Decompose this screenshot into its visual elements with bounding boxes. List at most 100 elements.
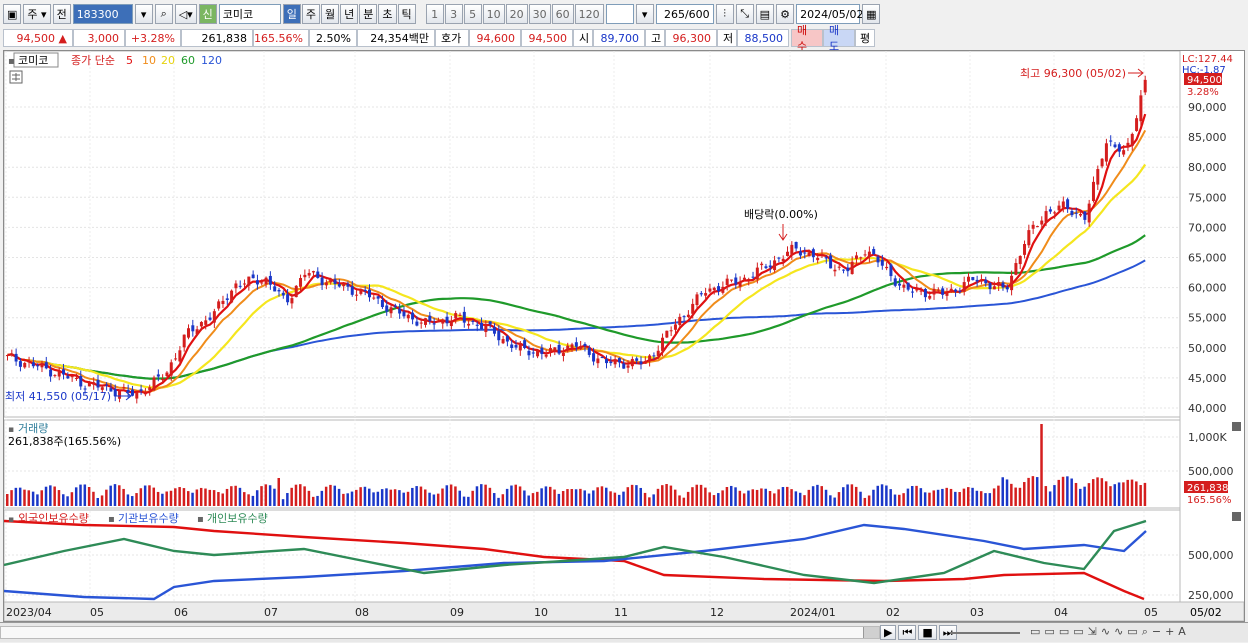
volume-bar [786, 486, 789, 506]
volume-bar [570, 489, 574, 506]
stock-name-field[interactable]: 코미코 [218, 4, 281, 24]
interval-button-1[interactable]: 1 [425, 4, 444, 24]
period-button-1[interactable]: 주 [301, 4, 321, 24]
volume-bar [475, 486, 479, 506]
volume-bar [928, 492, 931, 506]
candle-body [798, 251, 802, 256]
tool-4-icon[interactable]: ▭ [1073, 625, 1084, 638]
period-button-6[interactable]: 틱 [397, 4, 416, 24]
chart-area[interactable]: 90,000 85,000 80,000 75,000 70,000 65,000 60,0… [3, 50, 1245, 622]
volume-panel-close-icon[interactable] [1232, 422, 1241, 431]
candle-body [1135, 118, 1139, 131]
sell-button[interactable]: 매도 [823, 24, 855, 53]
candle-body [630, 358, 634, 367]
volume-bar [372, 492, 375, 506]
candle-body [62, 369, 66, 375]
zoom-in-icon[interactable]: + [1165, 625, 1175, 638]
volume-bar [1014, 487, 1017, 506]
volume-bar [441, 488, 444, 506]
volume-bar [70, 492, 74, 506]
stock-code-input[interactable]: 183300 [72, 4, 133, 24]
calendar-icon[interactable]: ▦ [862, 4, 881, 24]
volume-bar [14, 487, 18, 506]
period-button-2[interactable]: 월 [321, 4, 340, 24]
volume-bar [510, 485, 513, 506]
scroll-first-icon[interactable]: ⏮ [898, 625, 917, 640]
scrollbar-thumb[interactable] [863, 627, 879, 638]
interval-input[interactable] [605, 4, 634, 24]
volume-bar [380, 489, 384, 506]
volume-bar [1066, 476, 1069, 506]
period-button-3[interactable]: 년 [340, 4, 359, 24]
ask-label: 호가 [435, 29, 469, 47]
candle-body [143, 393, 147, 395]
layout-icon[interactable]: ▣ [3, 4, 22, 24]
candle-body [96, 379, 100, 388]
interval-button-60[interactable]: 60 [551, 4, 574, 24]
gear-icon[interactable]: ⚙ [776, 4, 795, 24]
volume-bar [1035, 477, 1039, 506]
count-field[interactable]: 265/600 [655, 4, 714, 24]
current-price-box-text: 94,500 [1187, 75, 1222, 86]
magnifier-icon[interactable]: ⌕ [1141, 625, 1148, 638]
tool-1-icon[interactable]: ▭ [1030, 625, 1041, 638]
candle-body [1083, 211, 1087, 220]
tool-8-icon[interactable]: ▭ [1127, 625, 1138, 638]
interval-button-5[interactable]: 5 [463, 4, 482, 24]
tool-5-icon[interactable]: ⇲ [1087, 625, 1097, 638]
font-size-icon[interactable]: A [1178, 625, 1186, 638]
scrollbar-track[interactable] [0, 626, 880, 639]
speaker-icon[interactable]: ◁▾ [174, 4, 197, 24]
interval-button-30[interactable]: 30 [528, 4, 551, 24]
chart-svg[interactable]: 90,000 85,000 80,000 75,000 70,000 65,000 60,0… [3, 50, 1245, 622]
tool-7-icon[interactable]: ∿ [1114, 625, 1124, 638]
search-icon[interactable]: ⌕ [154, 4, 173, 24]
period-type-select[interactable]: 주 ▾ [23, 4, 51, 24]
tool-2-icon[interactable]: ▭ [1044, 625, 1055, 638]
volume-bar [738, 490, 742, 506]
candle-body [880, 259, 884, 266]
volume-bar [40, 490, 43, 506]
zoom-out-icon[interactable]: − [1151, 625, 1162, 638]
tool-6-icon[interactable]: ∿ [1100, 625, 1111, 638]
candle-body [967, 276, 971, 282]
low-annotation: 최저 41,550 (05/17) [5, 390, 111, 403]
draw-tool-icon[interactable]: ⤡ [735, 4, 754, 24]
candle-body [1023, 244, 1027, 255]
candle-body [923, 288, 927, 298]
interval-button-10[interactable]: 10 [482, 4, 505, 24]
period-button-4[interactable]: 분 [359, 4, 378, 24]
volume-bar [1070, 478, 1073, 506]
avg-button[interactable]: 평 [855, 29, 875, 47]
volume-bar [113, 484, 117, 506]
volume-bar [967, 487, 970, 506]
volume-bar [536, 491, 539, 506]
holding-panel[interactable] [3, 509, 1181, 603]
candle-body [962, 282, 966, 292]
stop-icon[interactable]: ■ [918, 625, 937, 640]
volume-bar [178, 487, 181, 506]
legend-stock-box[interactable] [13, 52, 59, 68]
candle-body [195, 329, 199, 335]
scroll-right-icon[interactable]: ▶ [880, 625, 897, 640]
interval-button-3[interactable]: 3 [444, 4, 463, 24]
volume-bar [1005, 479, 1009, 506]
interval-button-120[interactable]: 120 [574, 4, 604, 24]
code-dropdown-icon[interactable]: ▾ [134, 4, 153, 24]
tool-3-icon[interactable]: ▭ [1058, 625, 1070, 638]
prev-button[interactable]: 전 [52, 4, 71, 24]
zoom-slider[interactable] [950, 632, 1020, 634]
candle-icon[interactable]: ⫶ [715, 4, 734, 24]
credit-badge[interactable]: 신 [198, 4, 217, 24]
period-button-0[interactable]: 일 [282, 4, 301, 24]
buy-button[interactable]: 매수 [791, 24, 823, 53]
interval-button-20[interactable]: 20 [505, 4, 528, 24]
period-button-5[interactable]: 초 [378, 4, 397, 24]
volume-bar [846, 484, 849, 506]
holding-panel-close-icon[interactable] [1232, 512, 1241, 521]
save-icon[interactable]: ▤ [755, 4, 775, 24]
interval-dropdown-icon[interactable]: ▾ [635, 4, 654, 24]
date-field[interactable]: 2024/05/02 [796, 4, 863, 24]
candle-body [1005, 286, 1009, 290]
price-panel[interactable] [3, 50, 1181, 418]
